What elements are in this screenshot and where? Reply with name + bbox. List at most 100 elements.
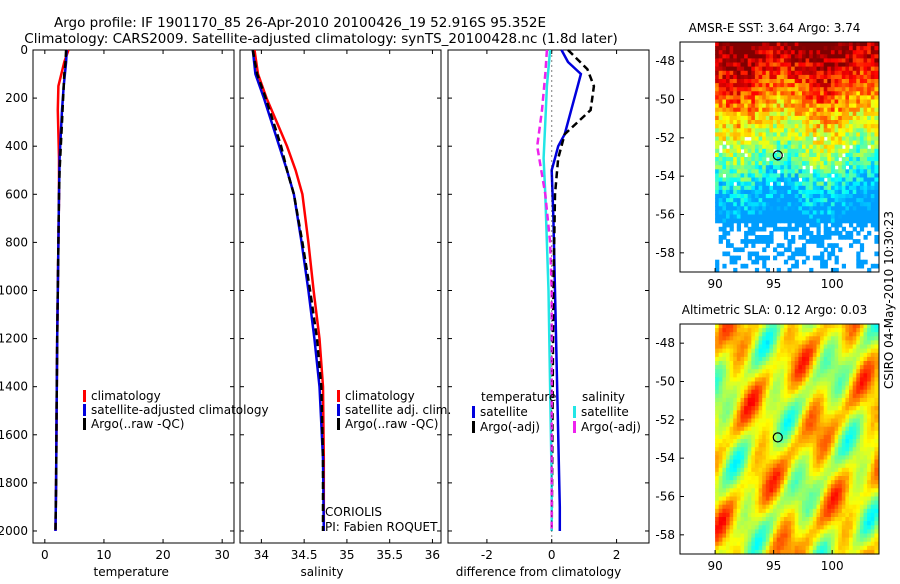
heatmap-cell	[733, 373, 738, 378]
heatmap-cell	[838, 361, 843, 366]
heatmap-cell	[849, 447, 854, 452]
float-position-marker	[772, 432, 783, 443]
heatmap-cell	[812, 124, 817, 129]
heatmap-cell	[729, 87, 734, 92]
heatmap-cell	[870, 517, 875, 522]
heatmap-cell	[798, 451, 803, 456]
heatmap-cell	[744, 70, 749, 76]
heatmap-cell	[802, 136, 807, 142]
heatmap-cell	[809, 365, 814, 370]
heatmap-cell	[816, 185, 821, 191]
heatmap-cell	[780, 459, 785, 465]
heatmap-cell	[834, 459, 839, 465]
heatmap-cell	[827, 173, 832, 179]
heatmap-cell	[740, 545, 745, 551]
heatmap-cell	[718, 50, 723, 55]
heatmap-cell	[776, 525, 781, 530]
heatmap-cell	[849, 165, 854, 170]
heatmap-cell	[812, 115, 817, 121]
heatmap-cell	[740, 410, 745, 415]
heatmap-cell	[747, 239, 752, 244]
heatmap-cell	[816, 377, 821, 383]
heatmap-cell	[733, 152, 738, 158]
heatmap-cell	[849, 194, 854, 199]
heatmap-cell	[802, 430, 807, 436]
heatmap-cell	[802, 500, 807, 506]
heatmap-cell	[776, 324, 781, 329]
heatmap-cell	[841, 132, 846, 138]
heatmap-cell	[802, 103, 807, 109]
heatmap-cell	[852, 189, 857, 195]
heatmap-cell	[776, 467, 781, 473]
heatmap-cell	[802, 397, 807, 403]
heatmap-cell	[809, 132, 814, 138]
heatmap-cell	[859, 194, 865, 199]
heatmap-cell	[863, 463, 868, 469]
heatmap-cell	[751, 210, 756, 216]
heatmap-cell	[834, 344, 839, 350]
heatmap-cell	[852, 492, 857, 498]
heatmap-cell	[726, 230, 731, 236]
heatmap-cell	[874, 185, 879, 191]
heatmap-cell	[718, 422, 723, 428]
heatmap-cell	[834, 340, 839, 346]
heatmap-cell	[736, 50, 741, 55]
heatmap-cell	[874, 332, 879, 337]
heatmap-cell	[834, 426, 839, 432]
heatmap-cell	[849, 439, 854, 444]
heatmap-cell	[812, 189, 817, 195]
heatmap-cell	[798, 218, 803, 224]
heatmap-cell	[780, 422, 785, 428]
heatmap-cell	[726, 157, 731, 162]
heatmap-cell	[758, 148, 763, 154]
heatmap-cell	[852, 173, 857, 179]
heatmap-cell	[874, 202, 879, 207]
heatmap-cell	[859, 140, 865, 146]
heatmap-cell	[863, 189, 868, 195]
map-x-tick-label: 90	[707, 559, 722, 573]
heatmap-cell	[863, 369, 868, 374]
heatmap-cell	[733, 79, 738, 84]
heatmap-cell	[863, 434, 868, 440]
heatmap-cell	[783, 210, 789, 216]
heatmap-cell	[776, 328, 781, 333]
heatmap-cell	[834, 50, 839, 55]
heatmap-cell	[874, 91, 879, 96]
heatmap-cell	[867, 83, 872, 88]
heatmap-cell	[773, 373, 778, 378]
heatmap-cell	[751, 70, 756, 76]
heatmap-cell	[849, 74, 854, 80]
heatmap-cell	[809, 177, 814, 183]
heatmap-cell	[820, 410, 825, 415]
heatmap-cell	[863, 152, 868, 158]
heatmap-cell	[809, 230, 814, 236]
heatmap-cell	[812, 222, 817, 228]
heatmap-cell	[758, 430, 763, 436]
heatmap-cell	[783, 177, 789, 183]
heatmap-cell	[780, 173, 785, 179]
heatmap-cell	[758, 443, 763, 448]
heatmap-cell	[729, 455, 734, 461]
heatmap-cell	[834, 169, 839, 174]
heatmap-cell	[726, 471, 731, 477]
heatmap-cell	[859, 198, 865, 203]
heatmap-cell	[830, 414, 836, 420]
heatmap-cell	[747, 70, 752, 76]
heatmap-cell	[856, 402, 861, 407]
heatmap-cell	[834, 369, 839, 374]
heatmap-cell	[769, 107, 774, 113]
heatmap-cell	[758, 336, 763, 341]
heatmap-cell	[722, 181, 727, 187]
heatmap-cell	[783, 226, 789, 232]
heatmap-cell	[718, 132, 723, 138]
heatmap-cell	[773, 455, 778, 461]
heatmap-cell	[718, 476, 723, 481]
heatmap-cell	[856, 484, 861, 489]
heatmap-cell	[845, 148, 850, 154]
heatmap-cell	[783, 492, 789, 498]
heatmap-cell	[787, 132, 792, 138]
heatmap-cell	[874, 239, 879, 244]
heatmap-cell	[733, 95, 738, 101]
heatmap-cell	[870, 132, 875, 138]
heatmap-cell	[740, 365, 745, 370]
